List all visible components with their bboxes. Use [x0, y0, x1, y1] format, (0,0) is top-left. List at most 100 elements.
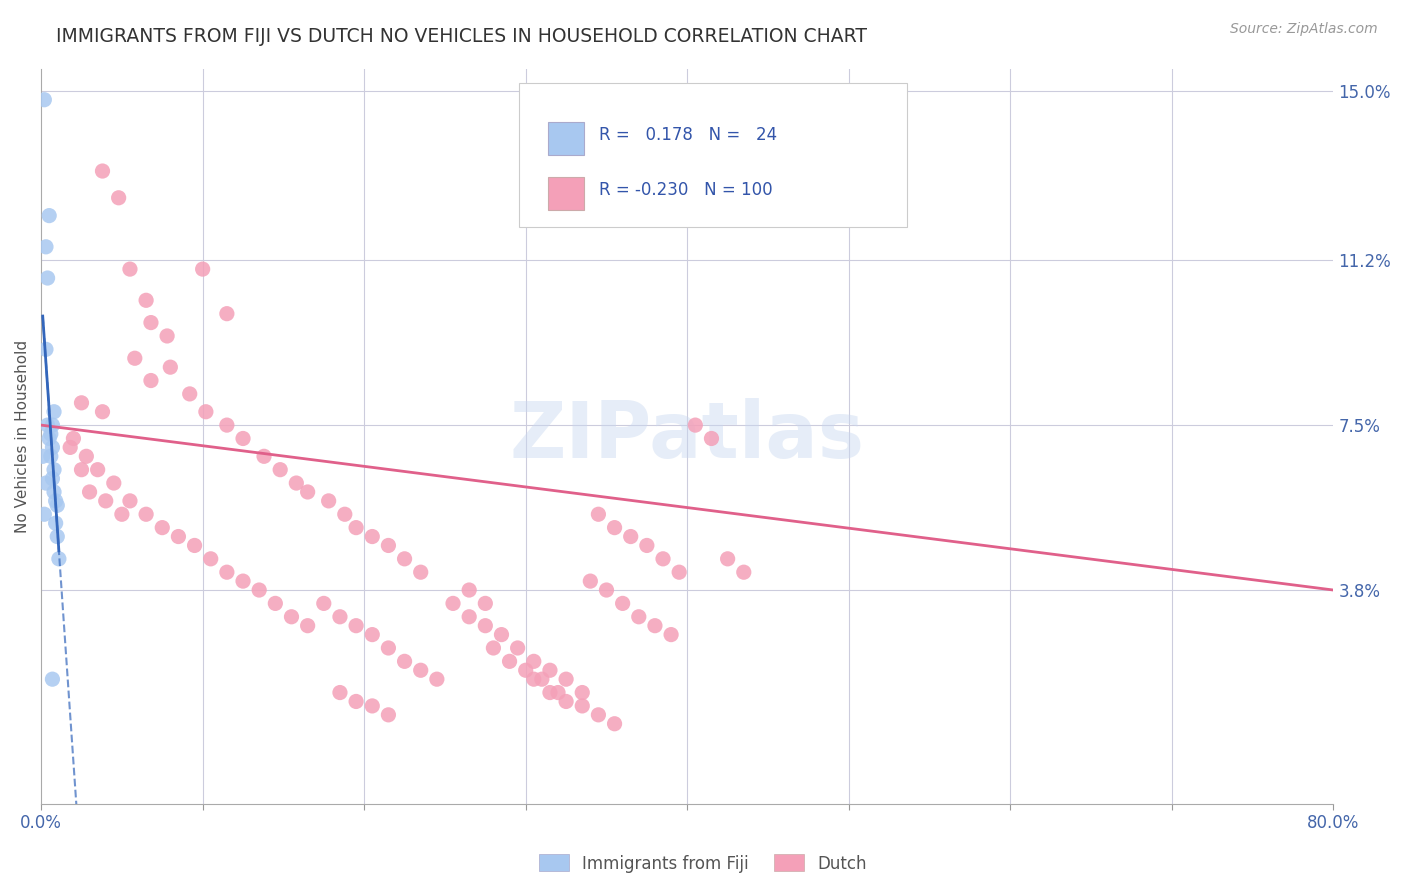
Point	[183, 538, 205, 552]
Point	[329, 609, 352, 624]
Point	[39, 427, 62, 442]
Point	[394, 654, 416, 668]
Point	[588, 508, 610, 522]
Point	[588, 707, 610, 722]
Point	[139, 374, 162, 388]
FancyBboxPatch shape	[548, 122, 583, 155]
Point	[523, 672, 546, 686]
Point	[538, 663, 561, 677]
Point	[441, 596, 464, 610]
Point	[595, 582, 617, 597]
Point	[91, 405, 114, 419]
Point	[394, 551, 416, 566]
Point	[329, 685, 352, 699]
Point	[35, 476, 58, 491]
FancyBboxPatch shape	[519, 83, 907, 227]
Point	[215, 418, 238, 433]
Point	[107, 191, 129, 205]
Point	[280, 609, 302, 624]
Point	[377, 538, 399, 552]
Point	[547, 685, 569, 699]
Point	[159, 360, 181, 375]
Point	[458, 582, 481, 597]
Point	[34, 93, 56, 107]
Point	[35, 343, 58, 357]
Point	[498, 654, 520, 668]
Point	[37, 418, 59, 433]
Point	[361, 530, 384, 544]
Point	[38, 432, 60, 446]
Point	[318, 494, 340, 508]
Point	[46, 530, 69, 544]
Point	[644, 618, 666, 632]
Point	[344, 694, 367, 708]
Point	[474, 596, 496, 610]
Point	[652, 551, 675, 566]
Point	[409, 565, 432, 579]
Point	[733, 565, 755, 579]
Point	[659, 627, 682, 641]
Point	[458, 609, 481, 624]
Point	[264, 596, 287, 610]
Point	[59, 441, 82, 455]
Point	[179, 387, 201, 401]
Point	[426, 672, 449, 686]
Point	[167, 530, 190, 544]
Point	[70, 396, 93, 410]
Point	[94, 494, 117, 508]
Point	[135, 293, 157, 308]
Point	[41, 418, 63, 433]
Point	[191, 262, 214, 277]
Point	[150, 521, 173, 535]
Point	[79, 485, 101, 500]
Text: IMMIGRANTS FROM FIJI VS DUTCH NO VEHICLES IN HOUSEHOLD CORRELATION CHART: IMMIGRANTS FROM FIJI VS DUTCH NO VEHICLE…	[56, 27, 868, 45]
Point	[42, 485, 65, 500]
Point	[285, 476, 308, 491]
Point	[111, 508, 134, 522]
Point	[344, 521, 367, 535]
Text: Source: ZipAtlas.com: Source: ZipAtlas.com	[1230, 22, 1378, 37]
Legend: Immigrants from Fiji, Dutch: Immigrants from Fiji, Dutch	[533, 847, 873, 880]
Point	[86, 463, 108, 477]
Point	[620, 530, 643, 544]
Point	[297, 618, 319, 632]
Point	[39, 450, 62, 464]
Point	[62, 432, 84, 446]
Point	[555, 694, 578, 708]
Point	[194, 405, 217, 419]
Point	[46, 499, 69, 513]
Point	[232, 574, 254, 588]
Point	[333, 508, 356, 522]
Point	[215, 565, 238, 579]
Point	[48, 551, 70, 566]
Point	[555, 672, 578, 686]
Point	[361, 698, 384, 713]
Point	[31, 450, 53, 464]
Point	[409, 663, 432, 677]
Point	[91, 164, 114, 178]
Point	[75, 450, 97, 464]
Point	[700, 432, 723, 446]
Point	[297, 485, 319, 500]
Point	[717, 551, 740, 566]
Point	[139, 316, 162, 330]
Point	[118, 262, 141, 277]
Point	[215, 307, 238, 321]
Point	[482, 640, 505, 655]
Point	[685, 418, 707, 433]
Point	[312, 596, 335, 610]
Point	[515, 663, 537, 677]
Point	[118, 494, 141, 508]
Point	[42, 405, 65, 419]
Point	[38, 209, 60, 223]
Point	[612, 596, 634, 610]
Point	[571, 685, 593, 699]
Point	[603, 716, 626, 731]
Point	[627, 609, 650, 624]
Point	[103, 476, 125, 491]
Point	[571, 698, 593, 713]
Point	[361, 627, 384, 641]
FancyBboxPatch shape	[548, 177, 583, 211]
Point	[523, 654, 546, 668]
Point	[247, 582, 270, 597]
